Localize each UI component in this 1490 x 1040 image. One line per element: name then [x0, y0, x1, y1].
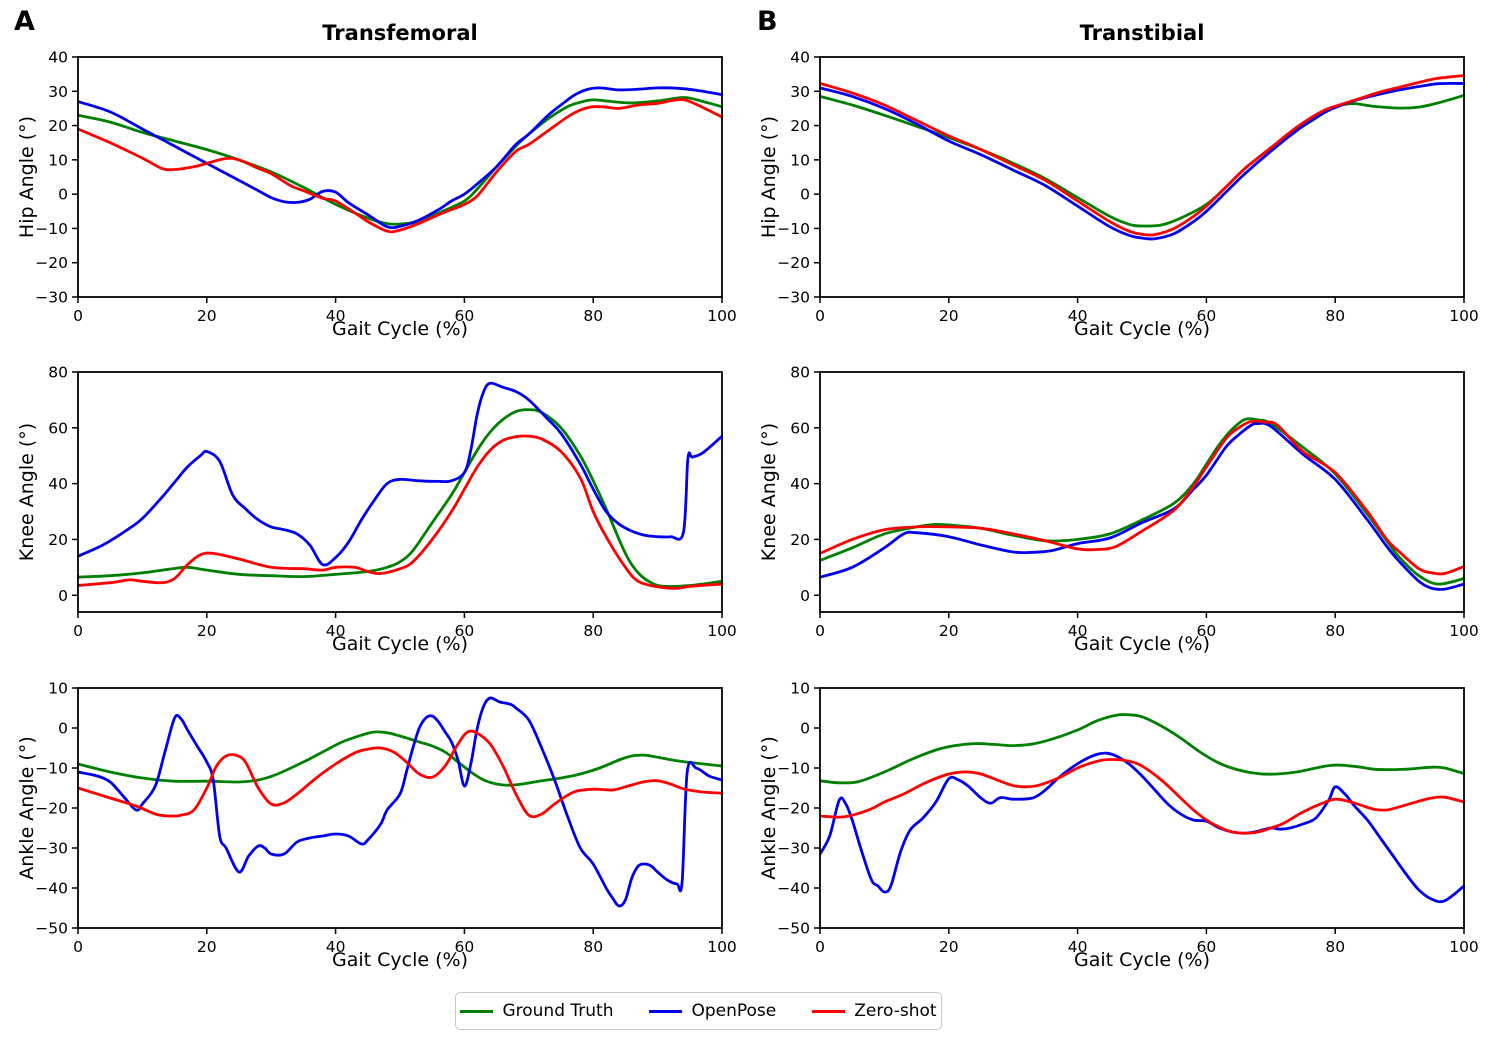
- svg-text:0: 0: [800, 587, 810, 605]
- svg-text:−40: −40: [777, 880, 810, 898]
- svg-text:0: 0: [73, 307, 83, 325]
- svg-text:40: 40: [326, 622, 346, 640]
- svg-text:40: 40: [790, 475, 810, 493]
- legend: Ground Truth OpenPose Zero-shot: [455, 992, 942, 1030]
- svg-text:60: 60: [790, 419, 810, 437]
- svg-text:80: 80: [1325, 307, 1345, 325]
- svg-text:60: 60: [455, 307, 475, 325]
- svg-text:80: 80: [583, 622, 603, 640]
- svg-text:10: 10: [790, 680, 810, 698]
- svg-text:30: 30: [48, 83, 68, 101]
- svg-text:0: 0: [815, 307, 825, 325]
- svg-text:−50: −50: [777, 920, 810, 938]
- svg-text:0: 0: [58, 720, 68, 738]
- svg-text:60: 60: [1197, 938, 1217, 956]
- chart-title-transfemoral: Transfemoral: [322, 21, 478, 45]
- svg-text:20: 20: [48, 531, 68, 549]
- svg-text:30: 30: [790, 83, 810, 101]
- svg-text:40: 40: [1068, 938, 1088, 956]
- svg-text:−30: −30: [35, 289, 68, 307]
- svg-text:−20: −20: [35, 254, 68, 272]
- x-axis-label-ankle-b: Gait Cycle (%): [1074, 949, 1210, 971]
- svg-text:60: 60: [1197, 307, 1217, 325]
- svg-text:10: 10: [790, 151, 810, 169]
- legend-label-openpose: OpenPose: [691, 1001, 777, 1021]
- svg-text:40: 40: [48, 49, 68, 67]
- svg-text:−20: −20: [777, 800, 810, 818]
- svg-text:40: 40: [1068, 622, 1088, 640]
- svg-text:40: 40: [326, 938, 346, 956]
- svg-text:60: 60: [455, 622, 475, 640]
- svg-text:20: 20: [790, 531, 810, 549]
- x-axis-label-hip-a: Gait Cycle (%): [332, 318, 468, 340]
- svg-text:40: 40: [790, 49, 810, 67]
- svg-text:100: 100: [707, 938, 737, 956]
- svg-text:−20: −20: [35, 800, 68, 818]
- svg-text:60: 60: [1197, 622, 1217, 640]
- svg-text:100: 100: [707, 622, 737, 640]
- svg-text:0: 0: [58, 186, 68, 204]
- svg-text:−30: −30: [35, 840, 68, 858]
- svg-text:20: 20: [197, 938, 217, 956]
- svg-text:10: 10: [48, 151, 68, 169]
- svg-text:20: 20: [197, 307, 217, 325]
- svg-text:−40: −40: [35, 880, 68, 898]
- svg-text:0: 0: [800, 186, 810, 204]
- svg-text:20: 20: [939, 938, 959, 956]
- svg-text:−30: −30: [777, 289, 810, 307]
- legend-label-zero-shot: Zero-shot: [854, 1001, 937, 1021]
- ground-truth-line-icon: [460, 1009, 494, 1013]
- legend-label-ground-truth: Ground Truth: [502, 1001, 614, 1021]
- svg-text:100: 100: [707, 307, 737, 325]
- svg-text:20: 20: [939, 307, 959, 325]
- legend-item-ground-truth: Ground Truth: [460, 1001, 613, 1021]
- svg-text:80: 80: [48, 364, 68, 382]
- panel-label-a: A: [14, 6, 35, 37]
- panel-label-b: B: [757, 6, 778, 37]
- svg-text:40: 40: [48, 475, 68, 493]
- x-axis-label-hip-b: Gait Cycle (%): [1074, 318, 1210, 340]
- svg-text:0: 0: [815, 622, 825, 640]
- legend-item-openpose: OpenPose: [649, 1001, 776, 1021]
- svg-text:20: 20: [939, 622, 959, 640]
- svg-text:10: 10: [48, 680, 68, 698]
- svg-text:0: 0: [815, 938, 825, 956]
- svg-text:0: 0: [73, 622, 83, 640]
- svg-text:−30: −30: [777, 840, 810, 858]
- svg-text:0: 0: [58, 587, 68, 605]
- zero-shot-line-icon: [812, 1009, 846, 1013]
- chart-title-transtibial: Transtibial: [1079, 21, 1205, 45]
- svg-text:40: 40: [326, 307, 346, 325]
- svg-text:0: 0: [800, 720, 810, 738]
- svg-text:20: 20: [48, 117, 68, 135]
- svg-text:100: 100: [1449, 307, 1479, 325]
- svg-text:−50: −50: [35, 920, 68, 938]
- x-axis-label-ankle-a: Gait Cycle (%): [332, 949, 468, 971]
- svg-text:20: 20: [197, 622, 217, 640]
- openpose-line-icon: [649, 1009, 683, 1013]
- svg-text:−10: −10: [35, 760, 68, 778]
- svg-text:60: 60: [48, 419, 68, 437]
- x-axis-label-knee-a: Gait Cycle (%): [332, 633, 468, 655]
- legend-item-zero-shot: Zero-shot: [812, 1001, 937, 1021]
- svg-text:80: 80: [583, 938, 603, 956]
- svg-text:80: 80: [1325, 938, 1345, 956]
- svg-text:80: 80: [583, 307, 603, 325]
- svg-text:−10: −10: [777, 760, 810, 778]
- x-axis-label-knee-b: Gait Cycle (%): [1074, 633, 1210, 655]
- svg-text:100: 100: [1449, 622, 1479, 640]
- svg-text:0: 0: [73, 938, 83, 956]
- svg-text:100: 100: [1449, 938, 1479, 956]
- svg-text:40: 40: [1068, 307, 1088, 325]
- svg-text:60: 60: [455, 938, 475, 956]
- svg-text:80: 80: [790, 364, 810, 382]
- svg-text:−10: −10: [777, 220, 810, 238]
- svg-text:−10: −10: [35, 220, 68, 238]
- svg-text:−20: −20: [777, 254, 810, 272]
- svg-text:80: 80: [1325, 622, 1345, 640]
- svg-text:20: 20: [790, 117, 810, 135]
